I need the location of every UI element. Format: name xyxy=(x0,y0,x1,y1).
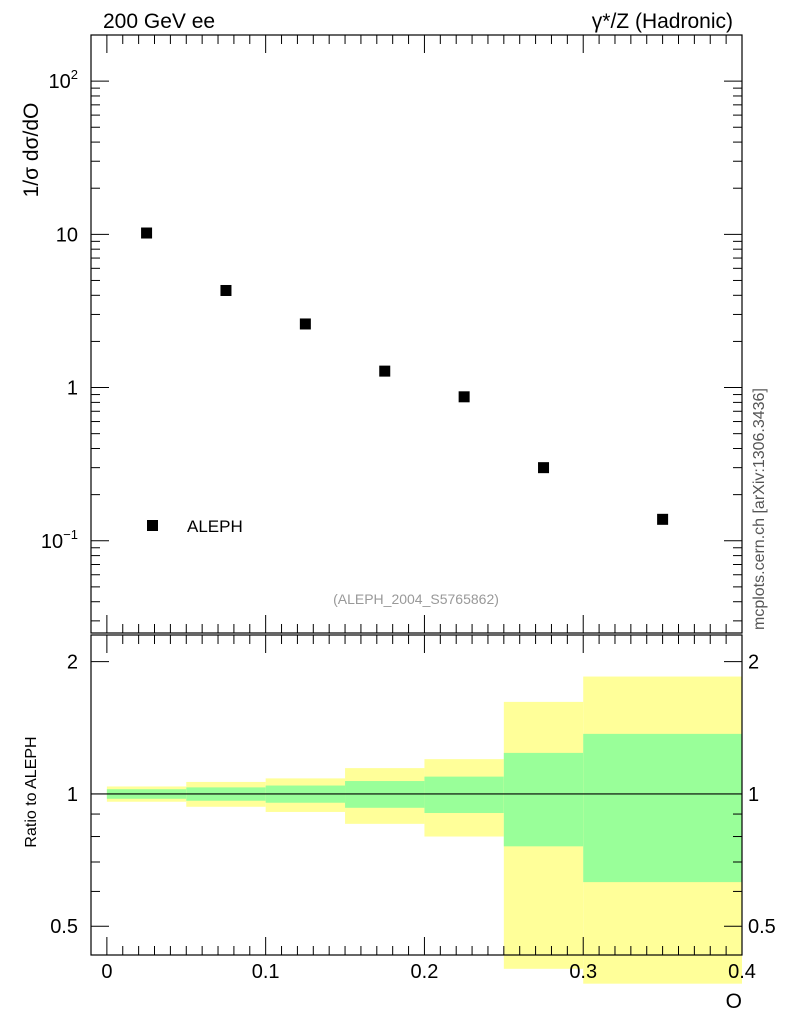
ratio-y-axis-label: Ratio to ALEPH xyxy=(23,736,40,847)
analysis-annotation: (ALEPH_2004_S5765862) xyxy=(333,591,499,607)
ratio-y-tick-label-right: 0.5 xyxy=(748,916,776,938)
legend-label: ALEPH xyxy=(187,517,243,536)
main-frame xyxy=(90,34,743,634)
ratio-y-tick-label-left: 0.5 xyxy=(50,916,78,938)
ratio-bands xyxy=(106,676,742,984)
data-point xyxy=(458,391,470,403)
x-tick-label: 0.4 xyxy=(728,961,756,983)
legend-marker xyxy=(147,520,158,531)
y-tick-label: 10 xyxy=(56,224,78,246)
data-point xyxy=(379,365,391,377)
header-right-label: γ*/Z (Hadronic) xyxy=(592,10,733,33)
stat-uncertainty-band xyxy=(583,733,742,883)
side-credit-label: mcplots.cern.ch [arXiv:1306.3436] xyxy=(751,388,768,630)
data-points xyxy=(141,227,669,525)
x-tick-label: 0.1 xyxy=(252,961,280,983)
ratio-y-tick-label-left: 1 xyxy=(67,784,78,806)
main-plot-panel: 10−1 1 10 102 1/σ dσ/dO ALEPH (ALEPH_2004_S… xyxy=(20,34,743,634)
data-point xyxy=(538,462,550,474)
data-point xyxy=(141,227,153,239)
x-tick-label: 0 xyxy=(101,961,112,983)
stat-uncertainty-band xyxy=(503,752,584,847)
ratio-y-tick-label-right: 2 xyxy=(748,652,759,674)
y-tick-label: 102 xyxy=(49,67,78,93)
main-y-axis-label: 1/σ dσ/dO xyxy=(20,103,43,198)
ratio-ticks xyxy=(90,635,743,955)
x-tick-label: 0.3 xyxy=(569,961,597,983)
ratio-frame xyxy=(90,634,743,956)
ratio-y-tick-labels: 0.5 0.5 1 1 2 2 xyxy=(50,652,776,939)
stat-uncertainty-band xyxy=(424,776,504,813)
ratio-plot-panel: 0.5 0.51 12 2 0 0.1 0.2 0.3 0.4 Ratio to ALEPH … xyxy=(23,634,776,1013)
main-ticks xyxy=(90,34,743,633)
x-tick-labels: 0 0.1 0.2 0.3 0.4 xyxy=(101,961,756,983)
ratio-y-tick-label-right: 1 xyxy=(748,784,759,806)
header-left-label: 200 GeV ee xyxy=(103,10,215,33)
y-tick-label: 1 xyxy=(67,378,78,400)
x-axis-label: O xyxy=(726,990,742,1013)
data-point xyxy=(657,513,669,525)
y-tick-label: 10−1 xyxy=(41,527,78,553)
legend: ALEPH xyxy=(147,517,243,536)
ratio-y-tick-label-left: 2 xyxy=(67,652,78,674)
data-point xyxy=(299,318,311,330)
x-tick-label: 0.2 xyxy=(411,961,439,983)
data-point xyxy=(220,284,232,296)
main-y-tick-labels: 10−1 1 10 102 xyxy=(41,67,78,553)
